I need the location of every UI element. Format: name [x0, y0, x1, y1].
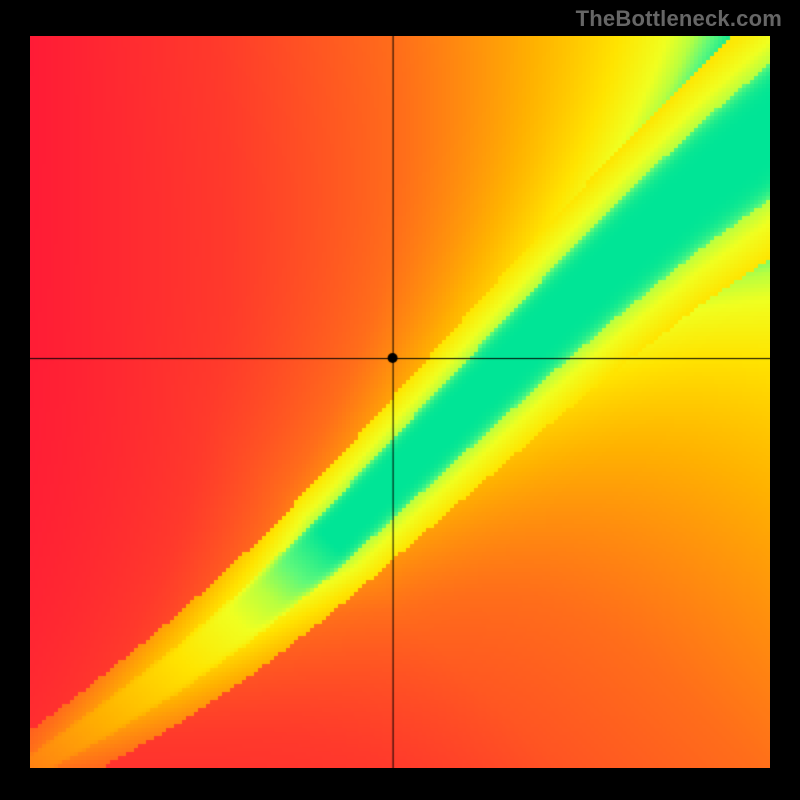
watermark-text: TheBottleneck.com [576, 6, 782, 32]
bottleneck-heatmap [30, 36, 770, 768]
heatmap-canvas [30, 36, 770, 768]
